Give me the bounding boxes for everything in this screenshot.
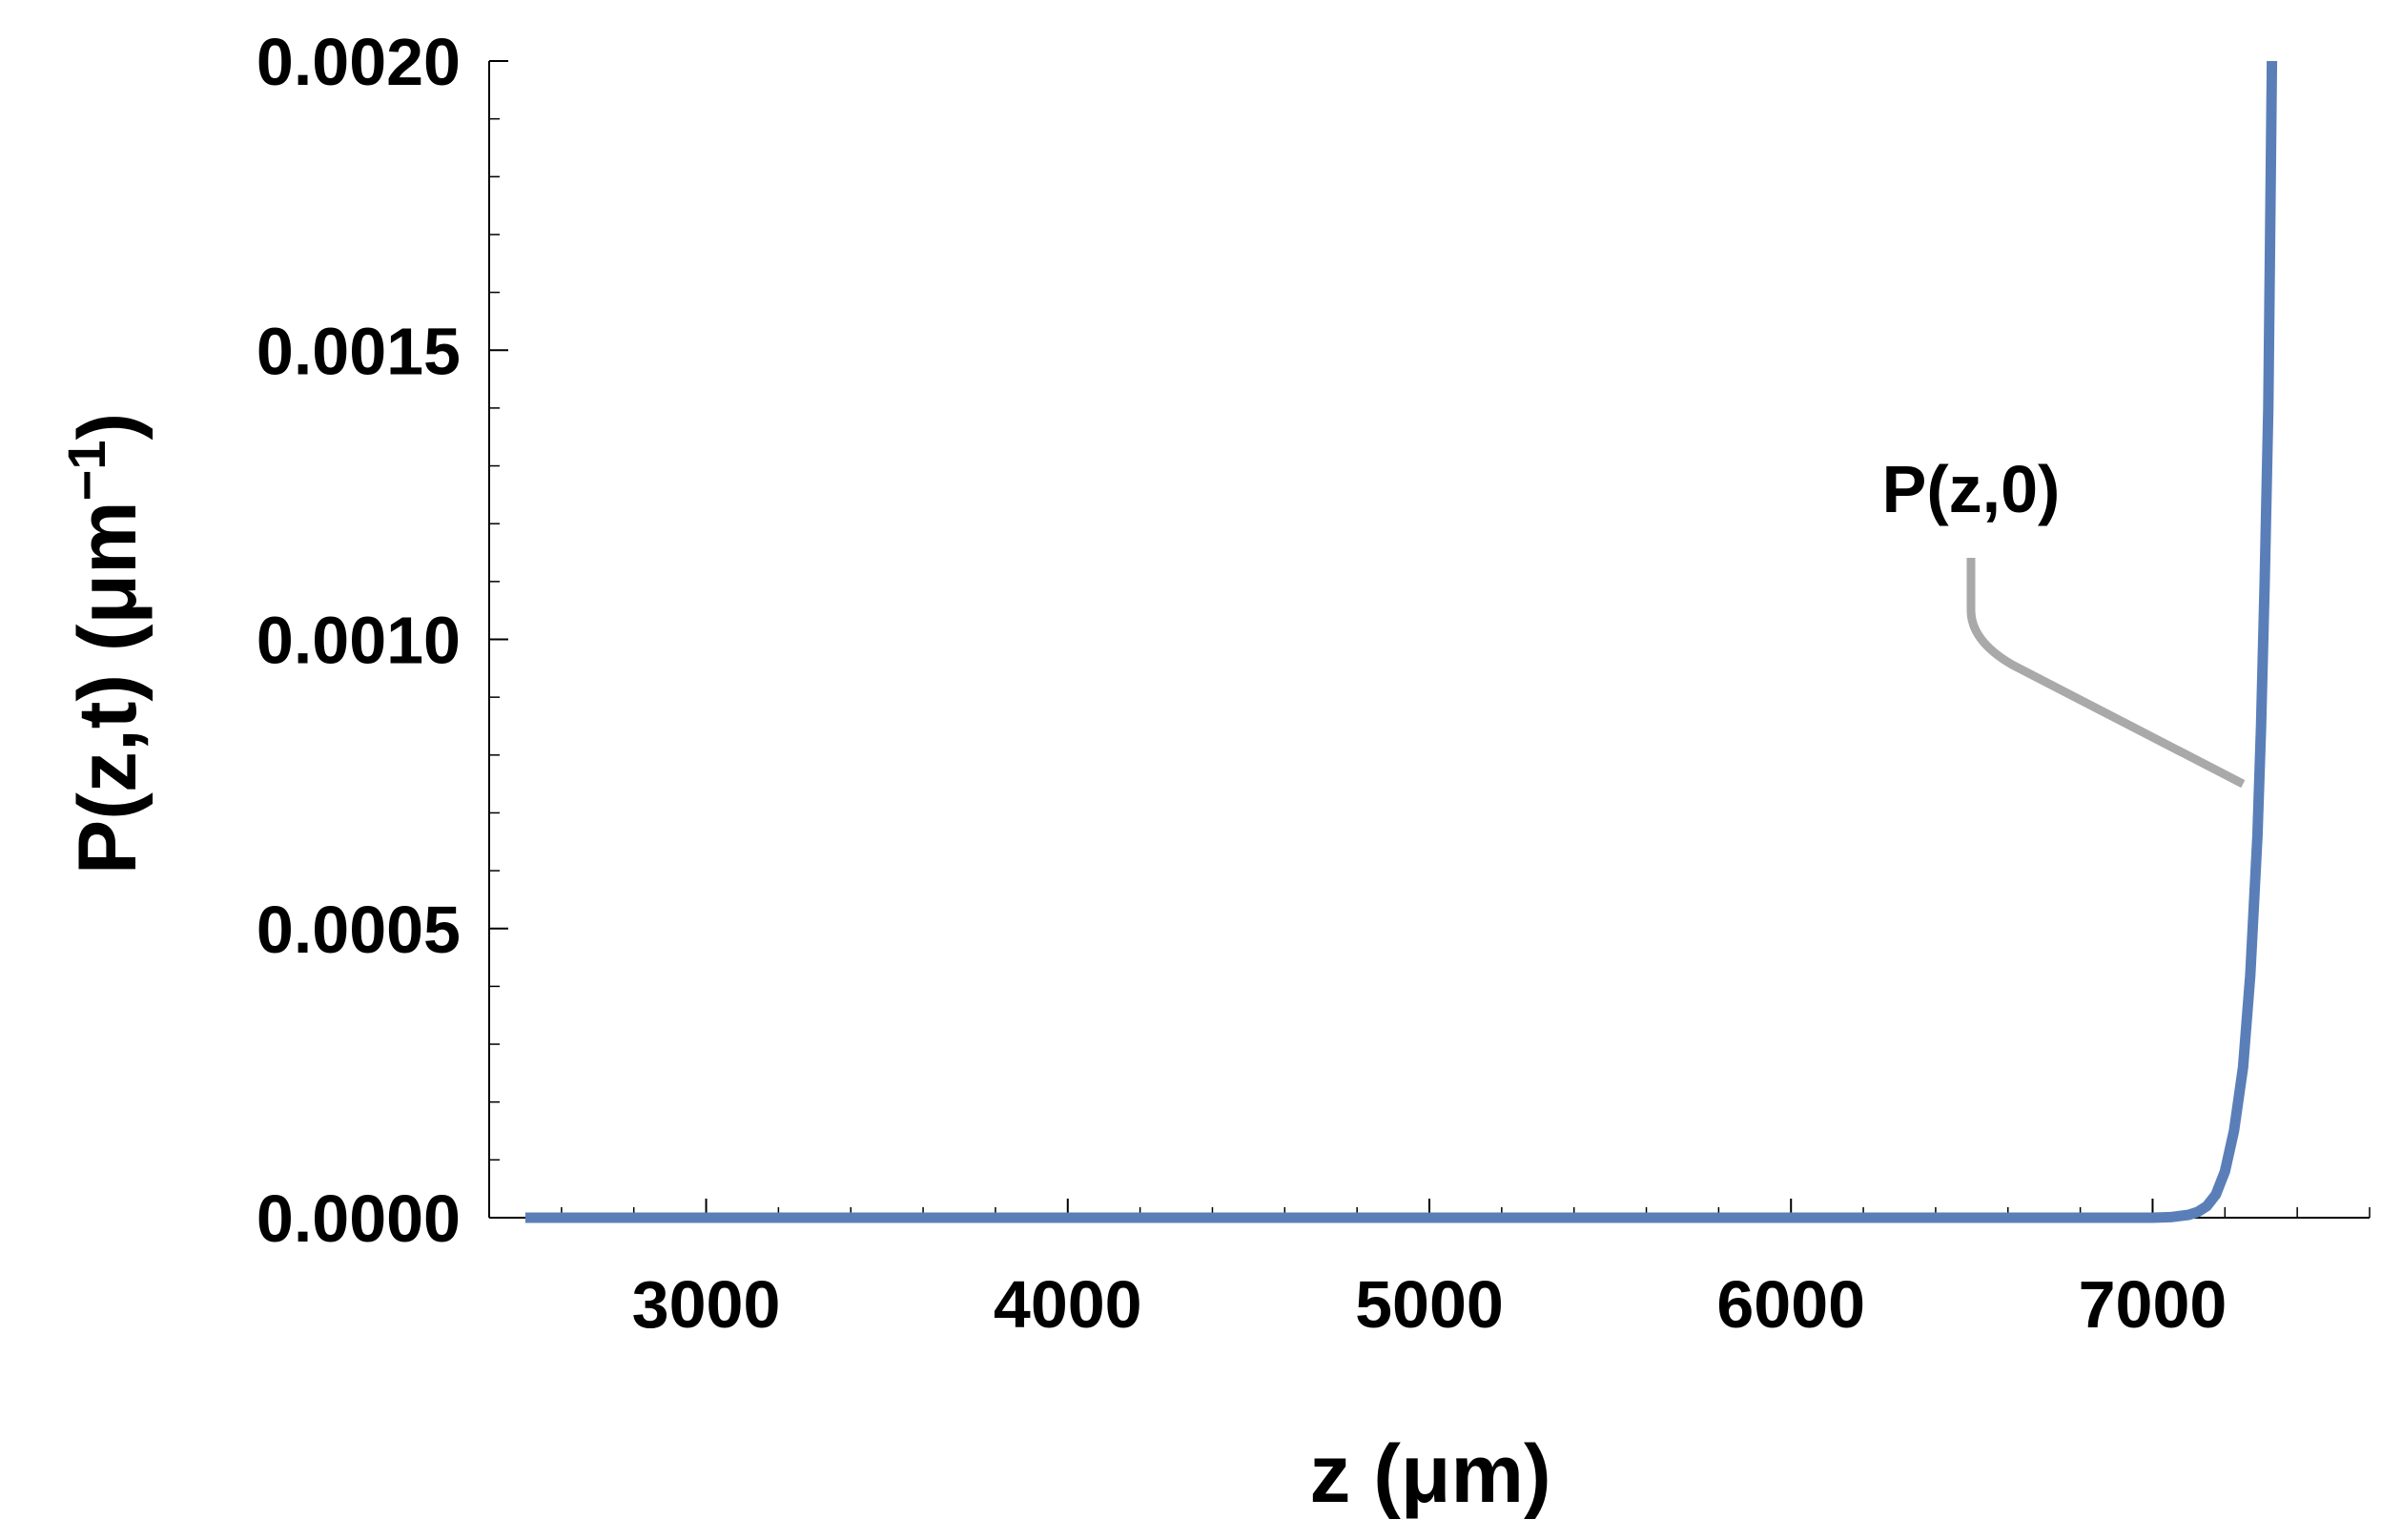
y-axis-title: P(z,t) (μm−1) <box>56 413 154 874</box>
x-tick-label: 4000 <box>994 1267 1142 1342</box>
x-axis-title: z (μm) <box>1309 1428 1550 1520</box>
x-tick-label: 6000 <box>1716 1267 1865 1342</box>
y-axis-title-main: P(z,t) (μm <box>62 501 154 874</box>
axes: 3000 4000 5000 6000 7000 0.0000 0.0005 0.0010 0.… <box>257 25 2371 1342</box>
y-axis-title-close: ) <box>62 413 154 441</box>
callout-label: P(z,0) <box>1882 452 2061 526</box>
x-tick-label: 5000 <box>1355 1267 1504 1342</box>
series-layer <box>524 60 2278 1223</box>
series-line <box>524 60 2278 1223</box>
y-tick-label: 0.0015 <box>257 314 461 388</box>
y-axis-title-exponent: −1 <box>56 440 116 501</box>
callout-leader-line <box>1966 558 2246 789</box>
y-tick-label: 0.0005 <box>257 893 461 967</box>
y-tick-label: 0.0020 <box>257 25 461 99</box>
y-tick-label: 0.0010 <box>257 604 461 678</box>
x-tick-label: 7000 <box>2079 1267 2227 1342</box>
x-tick-label: 3000 <box>632 1267 781 1342</box>
annotation-layer: P(z,0) <box>1882 452 2246 789</box>
y-tick-label: 0.0000 <box>257 1181 461 1256</box>
